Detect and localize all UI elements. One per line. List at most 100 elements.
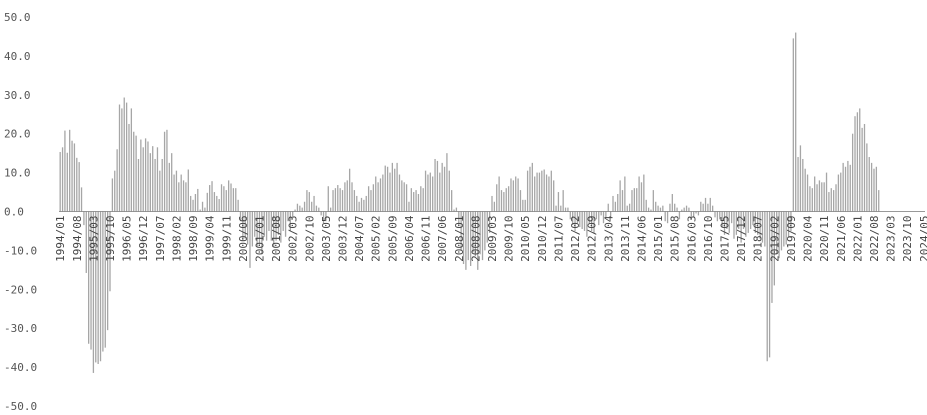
bar [828, 192, 830, 212]
bar [752, 211, 754, 226]
bar [432, 176, 434, 212]
bar [873, 168, 875, 212]
bar [555, 205, 557, 212]
bar [868, 157, 870, 212]
bar [218, 199, 220, 212]
bar [410, 188, 412, 212]
bar [522, 199, 524, 212]
bar [678, 211, 681, 220]
bar [700, 201, 702, 212]
bar [488, 211, 491, 233]
bar [825, 172, 828, 212]
bar [823, 182, 825, 212]
bar [545, 174, 548, 212]
bar [500, 190, 503, 212]
bar [666, 211, 669, 224]
x-tick-label: 2015/08 [669, 216, 682, 262]
y-tick-label: 10.0 [4, 167, 31, 180]
x-tick-label: 1999/11 [220, 216, 233, 262]
bar [730, 211, 733, 224]
bar [818, 180, 821, 212]
bar [325, 211, 327, 222]
bar [76, 157, 78, 212]
bar [80, 187, 83, 212]
bar [688, 207, 690, 212]
bar [197, 188, 199, 212]
y-tick-label: -50.0 [4, 400, 37, 413]
bar [507, 186, 510, 212]
bar [95, 211, 97, 363]
bar [721, 211, 723, 228]
bar [168, 162, 170, 212]
bar [135, 135, 137, 212]
bar [379, 178, 382, 212]
bar [455, 207, 458, 212]
bar [783, 211, 785, 247]
bar [116, 149, 118, 212]
bar [576, 211, 579, 224]
bar [569, 211, 571, 220]
bar [493, 201, 496, 212]
x-tick-label: 2014/06 [635, 216, 648, 262]
bar [66, 152, 68, 212]
bar [415, 190, 417, 212]
bar [327, 186, 329, 212]
bar [804, 168, 806, 212]
bar [315, 205, 318, 212]
bar [69, 129, 71, 212]
bar [85, 211, 87, 273]
bar [553, 180, 555, 212]
bar [244, 211, 246, 239]
bar [97, 211, 99, 364]
bar [472, 211, 474, 253]
y-tick-label: 50.0 [4, 11, 31, 24]
bar [348, 168, 351, 212]
bar [292, 211, 294, 218]
bar [697, 211, 700, 216]
bar [591, 211, 593, 231]
bar [719, 211, 721, 220]
bar [223, 186, 225, 212]
bar [740, 211, 742, 243]
bar [773, 211, 775, 286]
bar [735, 211, 738, 235]
bar [797, 157, 799, 212]
bar [754, 211, 757, 233]
bar [270, 211, 272, 241]
bar [429, 172, 431, 212]
bar [118, 104, 121, 212]
bar [652, 190, 654, 212]
bar [512, 180, 514, 212]
bar [206, 192, 208, 212]
x-tick-label: 2001/01 [253, 216, 266, 262]
bar [422, 188, 424, 212]
bar [738, 211, 740, 230]
bar [657, 205, 659, 212]
bar [201, 201, 204, 212]
bar [59, 151, 61, 212]
bar [401, 180, 403, 212]
bar [128, 123, 130, 212]
bar [766, 211, 768, 362]
bar [391, 162, 393, 212]
bar [296, 203, 299, 212]
y-tick-label: 30.0 [4, 89, 31, 102]
bar [256, 211, 258, 247]
bar [709, 197, 711, 212]
bar [370, 190, 372, 212]
bar [434, 158, 436, 212]
x-tick-label: 1995/10 [104, 216, 117, 262]
bar [204, 207, 206, 212]
x-tick-label: 2000/06 [237, 216, 250, 262]
bar [617, 194, 619, 212]
bar [185, 182, 187, 212]
bar [628, 203, 631, 212]
bar [453, 209, 455, 212]
bar [583, 211, 586, 231]
bar [863, 123, 866, 212]
bar [386, 166, 389, 212]
x-tick-label: 2018/07 [752, 216, 765, 262]
bar [669, 203, 671, 212]
bar [655, 201, 657, 212]
bar [443, 166, 446, 212]
